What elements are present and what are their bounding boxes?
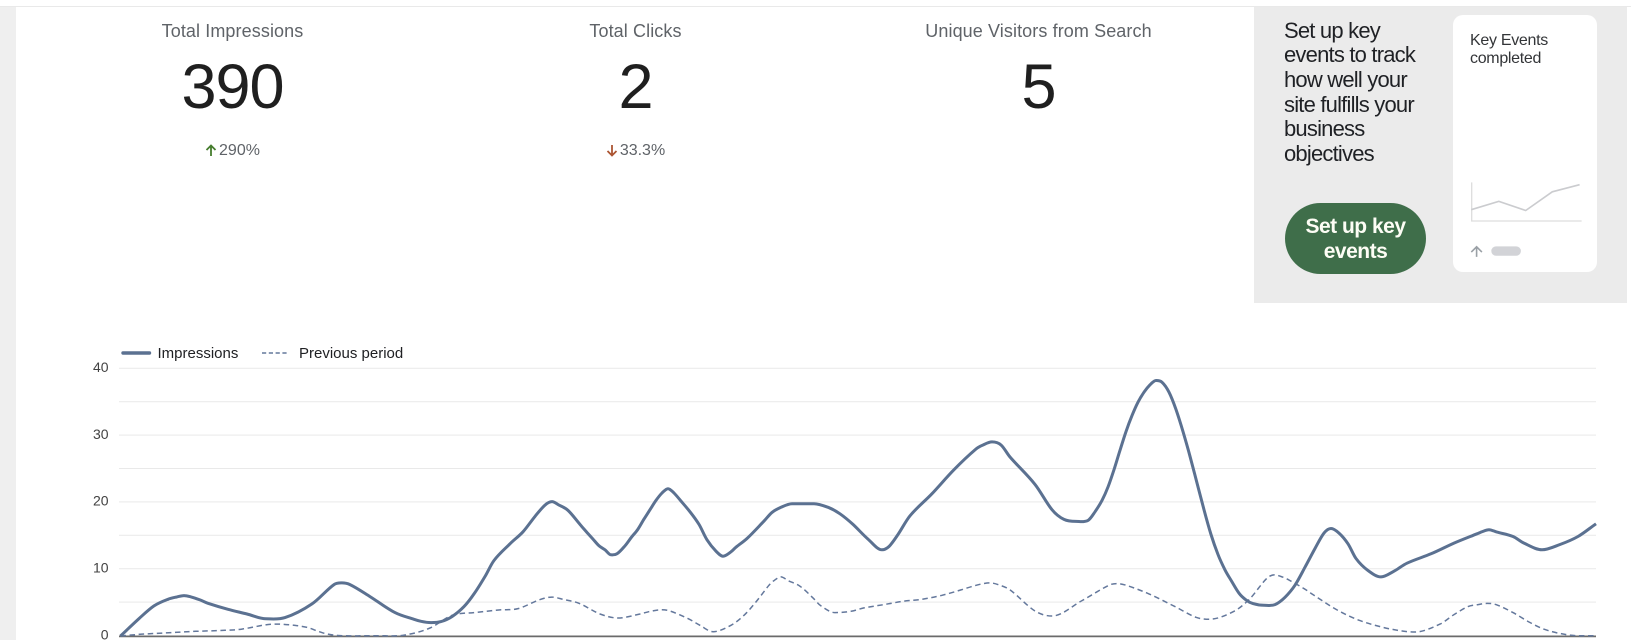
svg-text:10: 10 [93,560,109,576]
svg-text:20: 20 [93,493,109,509]
svg-text:40: 40 [93,359,109,375]
svg-text:Previous period: Previous period [299,345,403,362]
svg-text:0: 0 [101,626,109,640]
svg-text:30: 30 [93,426,109,442]
svg-text:Impressions: Impressions [158,345,239,362]
